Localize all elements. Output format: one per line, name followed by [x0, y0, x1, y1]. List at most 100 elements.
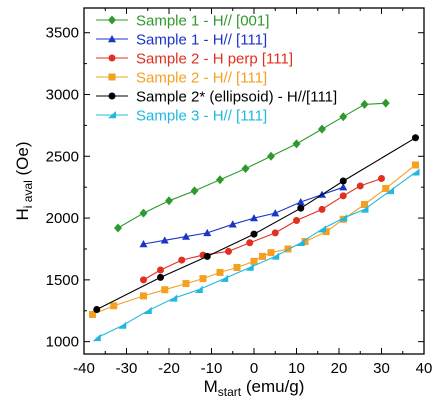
y-tick-label: 1500: [46, 272, 79, 289]
data-point: [301, 238, 309, 246]
data-point: [93, 306, 101, 314]
data-point: [228, 220, 237, 228]
data-point: [250, 230, 258, 238]
series-4: [89, 161, 419, 318]
data-point: [203, 252, 211, 260]
data-point: [190, 186, 199, 196]
x-tick-label: -10: [201, 360, 223, 377]
legend-label: Sample 1 - H// [001]: [136, 13, 269, 30]
data-point: [381, 98, 390, 108]
data-point: [114, 223, 122, 233]
data-point: [267, 249, 275, 257]
data-point: [165, 196, 173, 206]
y-tick-label: 1000: [46, 334, 79, 351]
x-tick-label: 40: [416, 360, 433, 377]
series-3: [140, 175, 385, 284]
data-point: [182, 232, 190, 240]
data-point: [241, 164, 250, 174]
x-axis-label: Mstart (emu/g): [204, 377, 305, 399]
data-point: [271, 209, 280, 217]
legend-marker: [108, 92, 116, 100]
legend-marker: [108, 111, 116, 119]
data-point: [386, 186, 394, 195]
legend-marker: [108, 15, 116, 25]
data-point: [339, 192, 347, 200]
x-axis-label-main: M: [204, 377, 218, 396]
data-point: [297, 204, 305, 212]
data-point: [267, 151, 275, 161]
y-axis-label-main: H: [13, 208, 32, 220]
legend-item-4: Sample 2 - H// [111]: [96, 70, 267, 87]
data-point: [411, 168, 420, 176]
data-point: [89, 310, 96, 318]
data-point: [139, 240, 148, 248]
data-point: [157, 266, 164, 274]
series-line: [96, 171, 416, 339]
legend-marker: [108, 54, 116, 62]
data-point: [378, 175, 385, 183]
data-point: [259, 252, 266, 260]
x-tick-label: -20: [158, 360, 180, 377]
data-point: [182, 280, 190, 288]
data-point: [110, 302, 118, 310]
axis-ticks: -40 -30 -20 -10 0 10 20 30 40 1000 1500 2000 2500 300…: [46, 8, 433, 377]
x-tick-label: -40: [73, 360, 95, 377]
legend-item-3: Sample 2 - H perp [111]: [96, 51, 293, 68]
x-axis-label-unit: (emu/g): [241, 377, 304, 396]
data-point: [140, 292, 147, 300]
series-5: [93, 134, 419, 314]
y-tick-label: 3000: [46, 87, 79, 104]
data-point: [143, 306, 152, 314]
data-point: [245, 263, 254, 271]
data-point: [118, 321, 127, 329]
data-point: [250, 257, 258, 265]
data-point: [412, 134, 419, 142]
data-point: [293, 217, 300, 225]
data-point: [318, 124, 326, 134]
data-point: [157, 273, 164, 281]
data-point: [220, 274, 229, 282]
data-point: [356, 182, 364, 190]
data-point: [246, 239, 254, 247]
series-line: [143, 186, 344, 245]
data-point: [199, 275, 207, 283]
legend-label: Sample 1 - H// [111]: [136, 32, 267, 49]
data-point: [233, 264, 241, 271]
data-point: [339, 177, 347, 185]
series-line: [117, 102, 386, 229]
data-point: [271, 229, 279, 237]
data-point: [160, 236, 169, 244]
data-point: [225, 247, 232, 255]
series-line: [92, 164, 416, 316]
legend-marker: [108, 73, 116, 81]
data-point: [318, 225, 326, 233]
series-6: [92, 168, 420, 342]
data-point: [194, 285, 203, 293]
data-point: [92, 333, 101, 342]
data-point: [360, 205, 369, 213]
data-point: [322, 228, 330, 236]
data-point: [250, 214, 258, 222]
y-tick-label: 3500: [46, 25, 79, 42]
y-axis-label: Hi aval (Oe): [13, 141, 35, 220]
legend-item-6: Sample 3 - H// [111]: [96, 108, 267, 125]
x-tick-label: 0: [250, 360, 258, 377]
y-axis-label-sub: i aval: [21, 180, 35, 208]
data-point: [361, 200, 368, 208]
x-tick-label: 10: [288, 360, 305, 377]
x-tick-label: 30: [373, 360, 390, 377]
data-point: [139, 208, 148, 218]
data-point: [161, 286, 169, 294]
data-point: [271, 252, 280, 260]
legend-marker: [108, 35, 116, 43]
legend-label: Sample 2 - H perp [111]: [136, 51, 293, 68]
data-point: [296, 198, 305, 206]
data-point: [140, 276, 147, 284]
data-point: [339, 214, 348, 222]
series-1: [114, 98, 390, 233]
plot-marks: [89, 98, 420, 342]
data-point: [296, 238, 305, 246]
data-point: [284, 245, 292, 253]
data-point: [203, 228, 212, 237]
